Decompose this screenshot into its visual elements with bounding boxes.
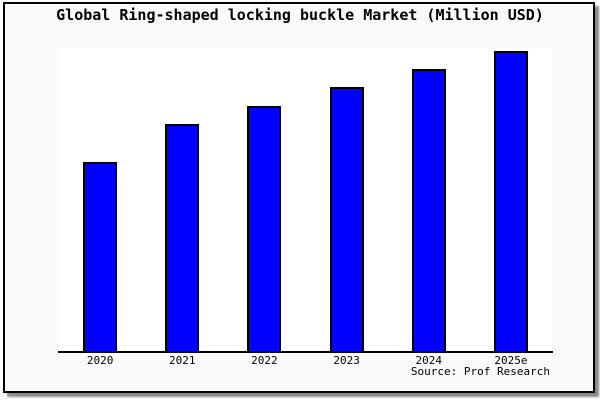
x-tick-label: 2022 (251, 354, 278, 367)
x-tick-label: 2023 (333, 354, 360, 367)
chart-title: Global Ring-shaped locking buckle Market… (56, 6, 544, 24)
x-tick-label: 2021 (169, 354, 196, 367)
bar-2025e (493, 51, 528, 351)
x-axis-labels: 2020 2021 2022 2023 2024 2025e (59, 353, 552, 369)
x-tick-label: 2024 (415, 354, 443, 367)
x-tick-label: 2020 (86, 354, 114, 367)
plot-area (59, 48, 552, 351)
source-credit: Source: Prof Research (410, 365, 550, 378)
bar-2022 (247, 106, 282, 351)
x-tick-label: 2025e (494, 354, 528, 367)
bar-2024 (411, 69, 446, 351)
x-axis-line (58, 351, 553, 353)
bar-2020 (83, 162, 118, 351)
bar-2021 (165, 124, 200, 351)
bar-2023 (329, 87, 364, 351)
